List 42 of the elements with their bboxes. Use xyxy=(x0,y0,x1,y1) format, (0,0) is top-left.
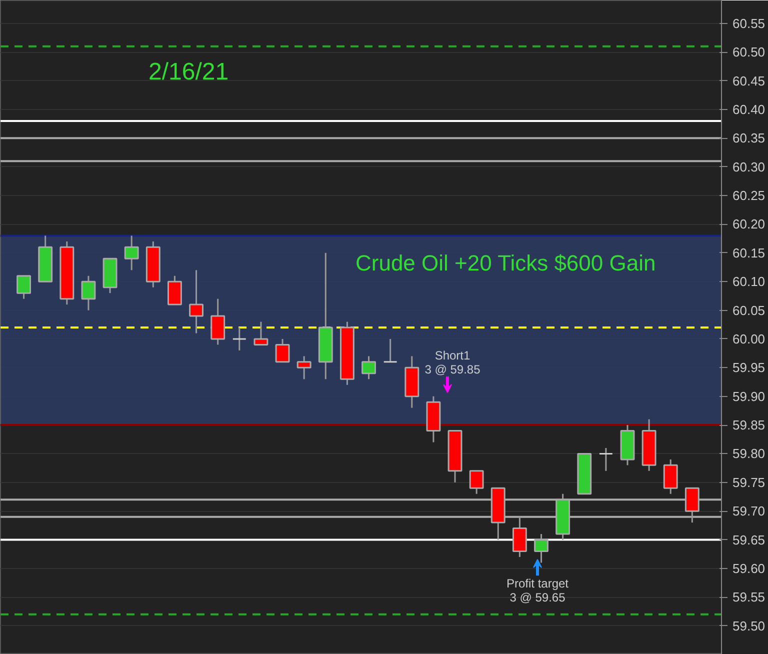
y-tick-label: 59.95 xyxy=(732,360,766,376)
candlestick xyxy=(534,533,548,564)
candlestick xyxy=(167,275,182,306)
candlestick xyxy=(275,338,290,363)
candlestick xyxy=(16,275,32,300)
y-tick-label: 60.35 xyxy=(732,130,766,146)
y-tick-label: 60.55 xyxy=(732,16,766,31)
y-tick-label: 60.15 xyxy=(732,245,766,260)
candlestick xyxy=(210,298,226,346)
y-tick-label: 59.80 xyxy=(732,446,766,462)
y-tick-label: 60.10 xyxy=(732,274,766,290)
annotation: Profit target 3 @ 59.65 xyxy=(506,576,570,604)
y-tick-label: 59.75 xyxy=(732,474,766,490)
candlestick xyxy=(362,355,376,380)
y-tick-label: 59.50 xyxy=(732,618,766,634)
candlestick xyxy=(124,234,139,271)
y-tick-label: 59.85 xyxy=(732,418,766,433)
candlestick xyxy=(598,447,614,472)
candlestick xyxy=(189,269,204,334)
y-tick-label: 60.30 xyxy=(732,159,766,174)
candlestick xyxy=(469,470,484,495)
y-tick-label: 59.65 xyxy=(732,532,766,548)
text: Crude Oil +20 Ticks $600 Gain xyxy=(356,250,656,276)
y-tick-label: 60.45 xyxy=(732,73,766,88)
y-tick-label: 60.50 xyxy=(732,44,766,60)
candlestick xyxy=(254,321,268,346)
candlestick xyxy=(296,355,312,380)
y-tick-label: 59.60 xyxy=(732,560,766,576)
text: 2/16/21 xyxy=(148,58,229,86)
candlestick xyxy=(232,326,247,352)
candlestick xyxy=(383,338,398,363)
y-tick-label: 60.05 xyxy=(732,302,766,318)
y-tick-label: 60.40 xyxy=(732,102,766,117)
y-tick-label: 60.20 xyxy=(732,216,766,232)
annotation: Short1 3 @ 59.85 xyxy=(424,348,481,376)
y-tick-label: 59.90 xyxy=(732,388,766,404)
y-tick-label: 60.00 xyxy=(732,331,766,346)
candlestick xyxy=(81,275,96,312)
y-tick-label: 60.25 xyxy=(732,188,766,204)
y-tick-label: 59.70 xyxy=(732,504,766,519)
y-tick-label: 59.55 xyxy=(732,590,766,605)
candlestick xyxy=(663,458,678,495)
